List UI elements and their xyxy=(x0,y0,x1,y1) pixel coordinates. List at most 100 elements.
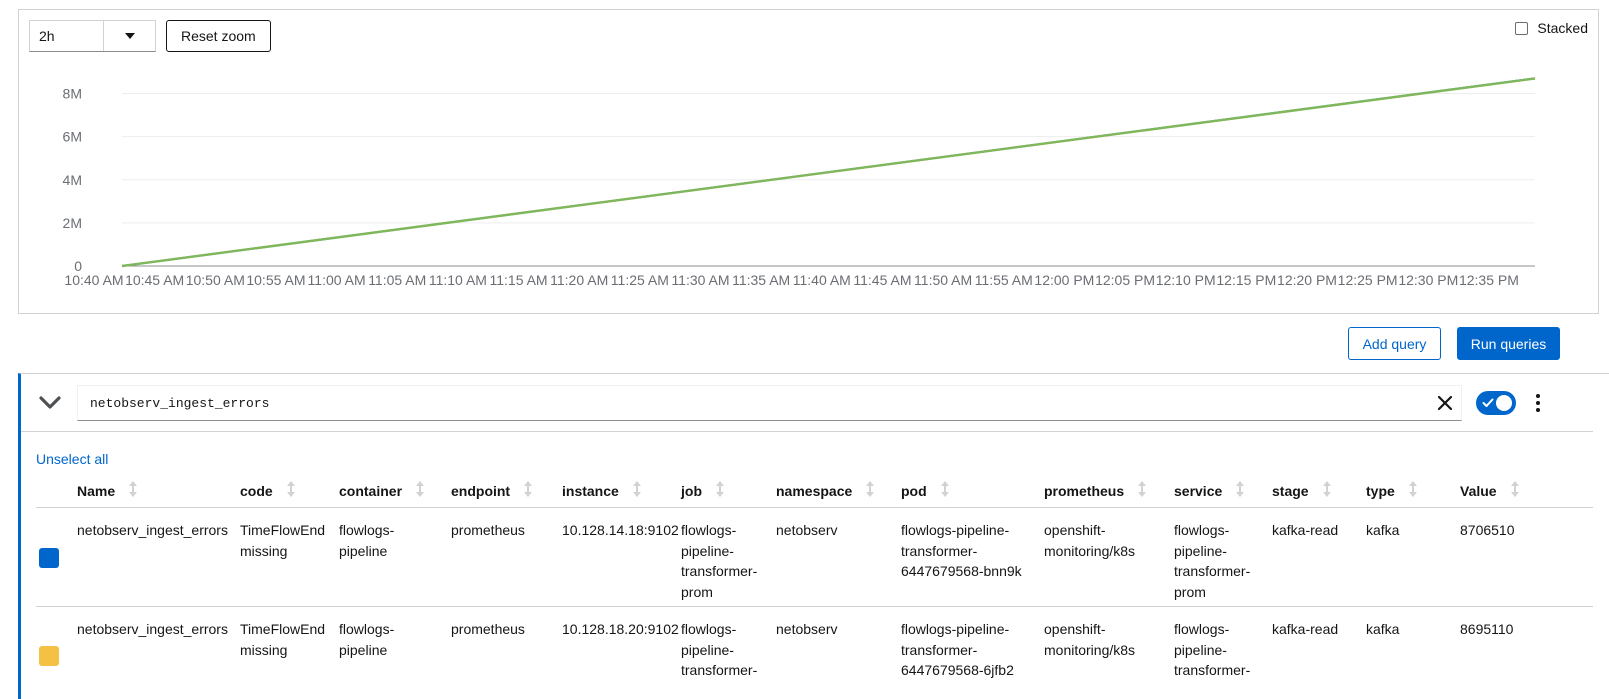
sort-icon xyxy=(1510,481,1519,500)
x-tick-label: 11:55 AM xyxy=(975,272,1033,288)
column-header-label: container xyxy=(339,482,403,499)
stacked-checkbox[interactable] xyxy=(1515,21,1529,35)
query-graph-card: 0 2M 4M 6M 8M 10:40 AM 10:45 AM 10:50 AM 10:55 A… xyxy=(18,9,1599,314)
cell-prometheus: openshift-monitoring/k8s xyxy=(1044,619,1135,660)
sort-icon xyxy=(866,481,875,500)
x-tick-label: 12:20 PM xyxy=(1277,272,1337,288)
column-header-label: type xyxy=(1366,482,1395,499)
cell-value: 8706510 xyxy=(1460,522,1515,538)
sort-icon xyxy=(1322,481,1331,500)
query-enable-switch[interactable] xyxy=(1476,391,1516,415)
column-header-label: namespace xyxy=(776,482,853,499)
cell-pod: flowlogs-pipeline-transformer- 6447679568… xyxy=(901,619,1014,681)
cell-endpoint: prometheus xyxy=(451,522,525,538)
column-header-service[interactable]: service xyxy=(1174,474,1245,507)
table-row: netobserv_ingest_errors TimeFlowEnd missin… xyxy=(36,507,1593,606)
cell-line: pipeline- xyxy=(681,641,734,658)
switch-knob xyxy=(1496,395,1512,411)
column-header-container[interactable]: container xyxy=(339,474,425,507)
cell-line: flowlogs- xyxy=(681,522,737,538)
cell-name: netobserv_ingest_errors xyxy=(77,522,228,538)
column-header-label: job xyxy=(681,482,702,499)
clear-query-button[interactable] xyxy=(1435,393,1455,413)
x-tick-label: 12:35 PM xyxy=(1459,272,1519,288)
column-header-label: service xyxy=(1174,482,1223,499)
cell-line: flowlogs- xyxy=(1174,621,1230,637)
x-tick-label: 11:10 AM xyxy=(429,272,487,288)
cell-line: pipeline xyxy=(339,542,388,559)
sort-icon xyxy=(632,481,641,500)
cell-value: 8695110 xyxy=(1460,621,1514,637)
cell-namespace: netobserv xyxy=(776,522,838,538)
time-span-toggle[interactable] xyxy=(103,21,155,51)
expand-collapse-toggle[interactable] xyxy=(38,391,62,415)
x-tick-label: 11:15 AM xyxy=(489,272,547,288)
cell-service: flowlogs-pipeline-transformer-prom xyxy=(1174,520,1250,602)
column-header-instance[interactable]: instance xyxy=(562,474,641,507)
column-header-endpoint[interactable]: endpoint xyxy=(451,474,533,507)
cell-line: transformer- xyxy=(681,662,758,678)
x-tick-label: 10:40 AM xyxy=(64,272,123,288)
unselect-all-link[interactable]: Unselect all xyxy=(36,451,109,467)
stacked-checkbox-label[interactable]: Stacked xyxy=(1515,20,1588,36)
cell-code: TimeFlowEnd missing xyxy=(240,619,325,660)
column-header-job[interactable]: job xyxy=(681,474,724,507)
column-header-stage[interactable]: stage xyxy=(1272,474,1331,507)
kebab-dot xyxy=(1536,408,1540,412)
cell-line: 6447679568-6jfb2 xyxy=(901,662,1014,678)
cell-job: flowlogs-pipeline-transformer- xyxy=(681,619,757,681)
series-color-swatch[interactable] xyxy=(39,646,59,666)
query-expression-input[interactable] xyxy=(78,386,1461,420)
x-tick-label: 11:25 AM xyxy=(611,272,669,288)
series-overlay-line xyxy=(121,77,1536,268)
query-kebab-menu-icon[interactable] xyxy=(1533,392,1543,414)
column-header-namespace[interactable]: namespace xyxy=(776,474,875,507)
reset-zoom-button[interactable]: Reset zoom xyxy=(166,20,271,52)
run-queries-button[interactable]: Run queries xyxy=(1457,327,1560,360)
sort-icon xyxy=(1408,481,1417,500)
x-tick-label: 11:50 AM xyxy=(914,272,972,288)
column-header-pod[interactable]: pod xyxy=(901,474,949,507)
time-span-dropdown[interactable]: 2h xyxy=(29,20,156,52)
cell-pod: flowlogs-pipeline-transformer- 6447679568… xyxy=(901,520,1022,582)
time-series-chart[interactable]: 0 2M 4M 6M 8M 10:40 AM 10:45 AM 10:50 AM 10:55 A… xyxy=(19,10,1600,315)
column-header-code[interactable]: code xyxy=(240,474,295,507)
x-tick-label: 11:00 AM xyxy=(308,272,366,288)
column-header-value[interactable]: Value xyxy=(1460,474,1519,507)
column-header-label: instance xyxy=(562,482,619,499)
cell-code: TimeFlowEnd missing xyxy=(240,520,325,561)
cell-job: flowlogs-pipeline-transformer-prom xyxy=(681,520,757,602)
cell-namespace: netobserv xyxy=(776,621,838,637)
x-tick-label: 11:20 AM xyxy=(550,272,608,288)
y-tick-label: 4M xyxy=(63,172,82,188)
column-header-label: endpoint xyxy=(451,482,511,499)
cell-line: transformer- xyxy=(1174,662,1251,678)
sort-icon xyxy=(716,481,724,500)
cell-type: kafka xyxy=(1366,522,1400,538)
series-color-swatch[interactable] xyxy=(39,548,59,568)
cell-line: TimeFlowEnd xyxy=(240,621,326,637)
close-icon xyxy=(1437,395,1453,411)
cell-endpoint: prometheus xyxy=(451,621,525,637)
query-expression-field[interactable] xyxy=(77,385,1462,421)
caret-down-icon xyxy=(124,33,135,39)
x-tick-label: 10:50 AM xyxy=(186,272,245,288)
column-header-prometheus[interactable]: prometheus xyxy=(1044,474,1147,507)
time-span-value[interactable]: 2h xyxy=(39,28,55,44)
cell-line: openshift- xyxy=(1044,621,1106,637)
cell-line: monitoring/k8s xyxy=(1044,542,1136,559)
column-header-label: Value xyxy=(1460,482,1497,499)
cell-line: flowlogs- xyxy=(1174,522,1230,538)
cell-service: flowlogs-pipeline-transformer- xyxy=(1174,619,1250,681)
cell-stage: kafka-read xyxy=(1272,621,1339,637)
column-header-label: prometheus xyxy=(1044,482,1125,499)
cell-container: flowlogs-pipeline xyxy=(339,520,394,561)
chevron-down-icon xyxy=(39,396,61,409)
cell-line: pipeline- xyxy=(681,542,734,559)
sort-icon xyxy=(129,481,138,500)
column-header-type[interactable]: type xyxy=(1366,474,1417,507)
x-tick-label: 12:30 PM xyxy=(1398,272,1458,288)
x-tick-label: 12:05 PM xyxy=(1095,272,1155,288)
column-header-name[interactable]: Name xyxy=(77,474,138,507)
add-query-button[interactable]: Add query xyxy=(1348,327,1441,360)
